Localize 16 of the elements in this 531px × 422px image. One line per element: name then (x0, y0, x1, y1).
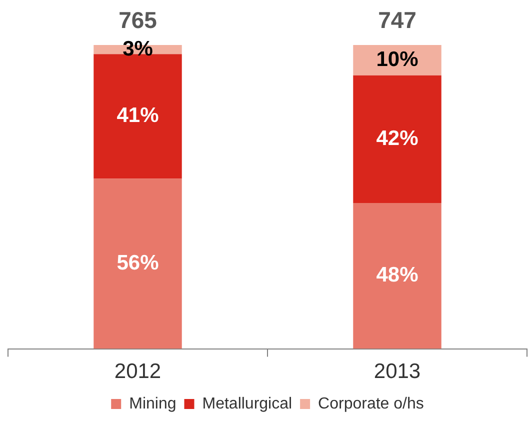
bar (353, 202, 442, 349)
text: 747 (378, 6, 416, 33)
legend-label: Mining (129, 395, 176, 412)
bar (94, 54, 182, 179)
x-tick-label: 2012 (114, 360, 162, 384)
legend-label: Metallurgical (202, 395, 292, 412)
x-tick-label: 2013 (374, 360, 421, 384)
legend-label: Corporate o/hs (318, 395, 424, 412)
data-label: 41% (116, 104, 160, 128)
data-label: 56% (116, 252, 160, 275)
data-label: 42% (376, 126, 419, 150)
data-label: 10% (376, 48, 419, 71)
bar (353, 75, 442, 203)
data-label: 48% (376, 264, 419, 287)
bar (94, 178, 182, 349)
text: 765 (118, 6, 158, 33)
